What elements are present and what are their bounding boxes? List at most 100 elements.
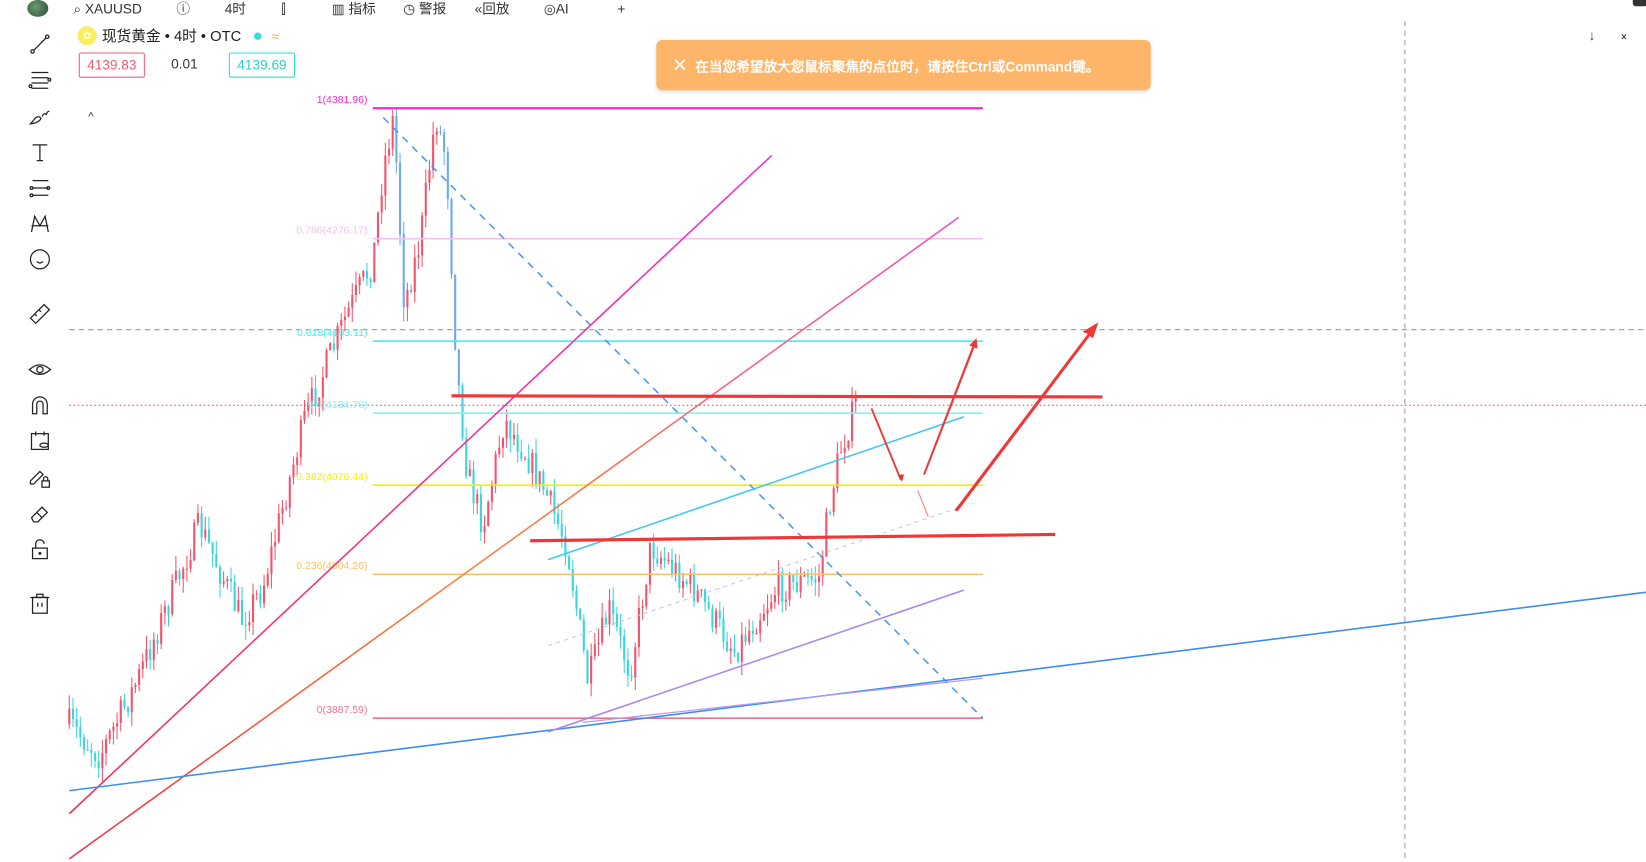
brush-icon[interactable] bbox=[23, 101, 57, 130]
candle-body bbox=[222, 581, 225, 584]
candle-body bbox=[86, 749, 89, 751]
collapse-caret-icon[interactable]: ^ bbox=[88, 111, 94, 124]
candle-body bbox=[828, 511, 832, 514]
indicators-button[interactable]: ▥ 指标 bbox=[331, 1, 376, 17]
pattern-icon[interactable] bbox=[23, 209, 57, 238]
candle-body bbox=[443, 132, 446, 152]
fib-icon[interactable] bbox=[23, 173, 57, 202]
channel-upper-line[interactable] bbox=[547, 416, 965, 561]
close-icon[interactable]: ✕ bbox=[672, 54, 688, 76]
lavender-line[interactable] bbox=[582, 677, 983, 724]
candle-body bbox=[240, 600, 244, 625]
trash-icon[interactable] bbox=[23, 589, 57, 618]
candle-body bbox=[160, 612, 163, 644]
candle-body bbox=[766, 608, 769, 614]
candle-body bbox=[303, 410, 306, 420]
candle-body bbox=[277, 513, 280, 542]
candle-body bbox=[145, 649, 148, 662]
candle-body bbox=[626, 660, 629, 676]
candle-body bbox=[825, 511, 828, 557]
symbol-search[interactable]: ⌕ XAUUSD bbox=[73, 1, 142, 17]
notification-badge[interactable] bbox=[1632, 0, 1646, 7]
channel-mid-line[interactable] bbox=[547, 506, 961, 647]
resistance-line-upper[interactable] bbox=[451, 394, 1103, 399]
pencil-lock-icon[interactable] bbox=[23, 463, 57, 492]
eraser-icon[interactable] bbox=[23, 499, 57, 528]
candle-body bbox=[134, 685, 137, 688]
candle-body bbox=[432, 134, 435, 171]
symbol-header[interactable]: ✿ 现货黄金 • 4时 • OTC ≈ bbox=[77, 25, 279, 46]
candle-body bbox=[557, 513, 560, 525]
magnet-icon[interactable] bbox=[23, 391, 57, 420]
candle-body bbox=[299, 419, 302, 458]
candle-body bbox=[156, 639, 159, 644]
fibonacci-retracement[interactable]: 1(4381.96) 0.786(4276.17) 0.618(4193.11) 0.… bbox=[296, 94, 983, 719]
add-icon[interactable]: + bbox=[617, 1, 626, 17]
candle-body bbox=[737, 652, 740, 662]
candle-body bbox=[847, 441, 850, 448]
candle-body bbox=[839, 452, 843, 454]
parallel-lines-icon[interactable] bbox=[23, 65, 57, 94]
candle-body bbox=[354, 285, 357, 295]
candle-body bbox=[759, 620, 762, 633]
red-arrows[interactable] bbox=[870, 322, 1099, 517]
candle-body bbox=[454, 274, 457, 350]
download-icon[interactable]: ↓ bbox=[1588, 27, 1596, 44]
candle-body bbox=[263, 585, 266, 604]
calendar-eye-icon[interactable] bbox=[23, 426, 57, 455]
trend-line-icon[interactable] bbox=[23, 29, 57, 58]
candle-body bbox=[196, 513, 199, 523]
candle-body bbox=[189, 560, 192, 569]
drawings[interactable] bbox=[68, 117, 1646, 860]
arrow-up-small[interactable] bbox=[922, 338, 978, 475]
candle-body bbox=[402, 234, 405, 308]
user-avatar[interactable] bbox=[27, 0, 49, 17]
trend-line-magenta[interactable] bbox=[68, 154, 773, 815]
arrow-down[interactable] bbox=[870, 408, 902, 481]
candle-body bbox=[274, 541, 277, 547]
spread-value: 0.01 bbox=[171, 55, 198, 72]
sell-price[interactable]: 4139.83 bbox=[78, 52, 145, 78]
candle-body bbox=[564, 536, 567, 557]
ruler-icon[interactable] bbox=[23, 299, 57, 328]
fib-dashed-trend-line[interactable] bbox=[382, 117, 984, 719]
candle-body bbox=[663, 557, 666, 561]
candle-body bbox=[207, 529, 210, 543]
candle-body bbox=[670, 559, 674, 574]
candle-body bbox=[568, 556, 571, 570]
candle-body bbox=[512, 434, 516, 440]
candle-type-icon[interactable]: ⫿ bbox=[281, 1, 286, 17]
candle-body bbox=[667, 559, 670, 561]
candle-body bbox=[182, 568, 185, 580]
info-icon[interactable]: ⓘ bbox=[176, 1, 191, 17]
buy-price[interactable]: 4139.69 bbox=[228, 52, 296, 78]
candle-body bbox=[373, 242, 376, 283]
ai-button[interactable]: ◎AI bbox=[543, 1, 569, 17]
interval-button[interactable]: 4时 bbox=[224, 1, 246, 17]
candle-body bbox=[854, 398, 857, 402]
candle-body bbox=[259, 593, 262, 604]
channel-lower-line[interactable] bbox=[547, 589, 965, 733]
replay-button[interactable]: «回放 bbox=[474, 1, 510, 17]
candle-body bbox=[659, 557, 663, 564]
trend-line-orange[interactable] bbox=[68, 216, 960, 860]
candle-body bbox=[321, 377, 324, 398]
long-blue-trend-line[interactable] bbox=[69, 591, 1646, 792]
alert-button[interactable]: ◷ 警报 bbox=[403, 1, 447, 17]
arrow-up-large[interactable] bbox=[954, 322, 1099, 512]
emoji-icon[interactable] bbox=[23, 245, 57, 274]
candle-body bbox=[325, 350, 328, 378]
candle-body bbox=[700, 589, 703, 591]
candle-body bbox=[90, 750, 93, 754]
unlock-icon[interactable] bbox=[23, 534, 57, 563]
arrow-minor[interactable] bbox=[917, 490, 929, 517]
candle-body bbox=[251, 594, 255, 622]
support-line-lower[interactable] bbox=[530, 532, 1056, 543]
candle-body bbox=[571, 569, 574, 591]
eye-icon[interactable] bbox=[23, 355, 57, 384]
candle-body bbox=[689, 573, 692, 584]
text-icon[interactable] bbox=[23, 138, 57, 167]
fib-level-label: 0.382(4076.44) bbox=[296, 471, 367, 483]
collapse-icon[interactable]: ⌄ ⌃ bbox=[1619, 27, 1629, 49]
